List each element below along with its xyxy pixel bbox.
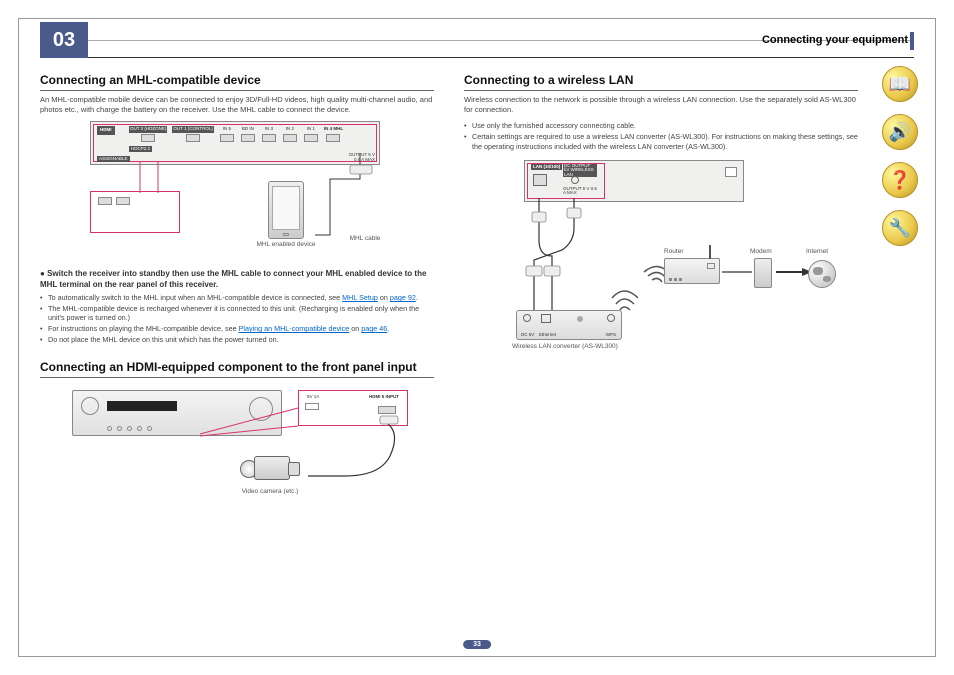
camcorder-caption: Video camera (etc.) (230, 488, 310, 497)
wlan-intro: Wireless connection to the network is po… (464, 95, 858, 115)
list-item: To automatically switch to the MHL input… (48, 293, 434, 303)
toc-icon[interactable]: 📖 (882, 66, 918, 102)
settings-icon[interactable]: 🔧 (882, 210, 918, 246)
left-column: Connecting an MHL-compatible device An M… (40, 72, 434, 502)
chapter-number: 03 (40, 22, 88, 58)
mhl-device-caption: MHL enabled device (254, 241, 318, 250)
mhl-intro: An MHL-compatible mobile device can be c… (40, 95, 434, 115)
hdmi-front-diagram: 5V 1A HDMI 5 INPUT Video camera (etc.) (40, 384, 434, 494)
link-playing-mhl[interactable]: Playing an MHL-compatible device (239, 324, 350, 333)
conv-port-wps: WPS (606, 332, 616, 338)
link-page-46[interactable]: page 46 (361, 324, 387, 333)
mhl-lead-text: Switch the receiver into standby then us… (40, 269, 426, 289)
right-column: Connecting to a wireless LAN Wireless co… (464, 72, 858, 502)
converter-caption: Wireless LAN converter (AS-WL300) (512, 343, 632, 352)
sidebar-nav: 📖 🔊 ❓ 🔧 (882, 66, 920, 246)
wlan-bullets: Use only the furnished accessory connect… (464, 121, 858, 151)
section-title: Connecting your equipment (762, 34, 908, 46)
hdmi-cable-lines (40, 384, 434, 494)
link-page-92[interactable]: page 92 (390, 293, 416, 302)
content-columns: Connecting an MHL-compatible device An M… (40, 72, 858, 502)
list-item: Do not place the MHL device on this unit… (48, 335, 434, 345)
link-mhl-setup[interactable]: MHL Setup (342, 293, 378, 302)
list-item: The MHL-compatible device is recharged w… (48, 304, 434, 323)
list-item: Use only the furnished accessory connect… (472, 121, 858, 131)
list-item: For instructions on playing the MHL-comp… (48, 324, 434, 334)
conv-port-dc: DC 5V (521, 332, 534, 338)
section-title-accent (910, 32, 914, 50)
mhl-lead: ● Switch the receiver into standby then … (40, 269, 434, 291)
mhl-diagram: HDMI OUT 2 (HDZONE) OUT 1 (CONTROL) IN 5… (40, 121, 434, 261)
mhl-heading: Connecting an MHL-compatible device (40, 72, 434, 91)
list-item: Certain settings are required to use a w… (472, 132, 858, 151)
router-label: Router (664, 248, 684, 257)
page-number: 33 (463, 640, 491, 649)
wlan-heading: Connecting to a wireless LAN (464, 72, 858, 91)
faq-icon[interactable]: ❓ (882, 162, 918, 198)
internet-label: Internet (806, 248, 828, 257)
conv-port-eth: Ethernet (539, 332, 556, 338)
mhl-bullets: To automatically switch to the MHL input… (40, 293, 434, 345)
equipment-icon[interactable]: 🔊 (882, 114, 918, 150)
modem-label: Modem (750, 248, 772, 257)
wlan-diagram: LAN (10/100) DC OUTPUT for WIRELESS LAN … (464, 160, 858, 370)
mhl-cable-caption: MHL cable (335, 235, 395, 244)
hdmi-front-heading: Connecting an HDMI-equipped component to… (40, 359, 434, 378)
